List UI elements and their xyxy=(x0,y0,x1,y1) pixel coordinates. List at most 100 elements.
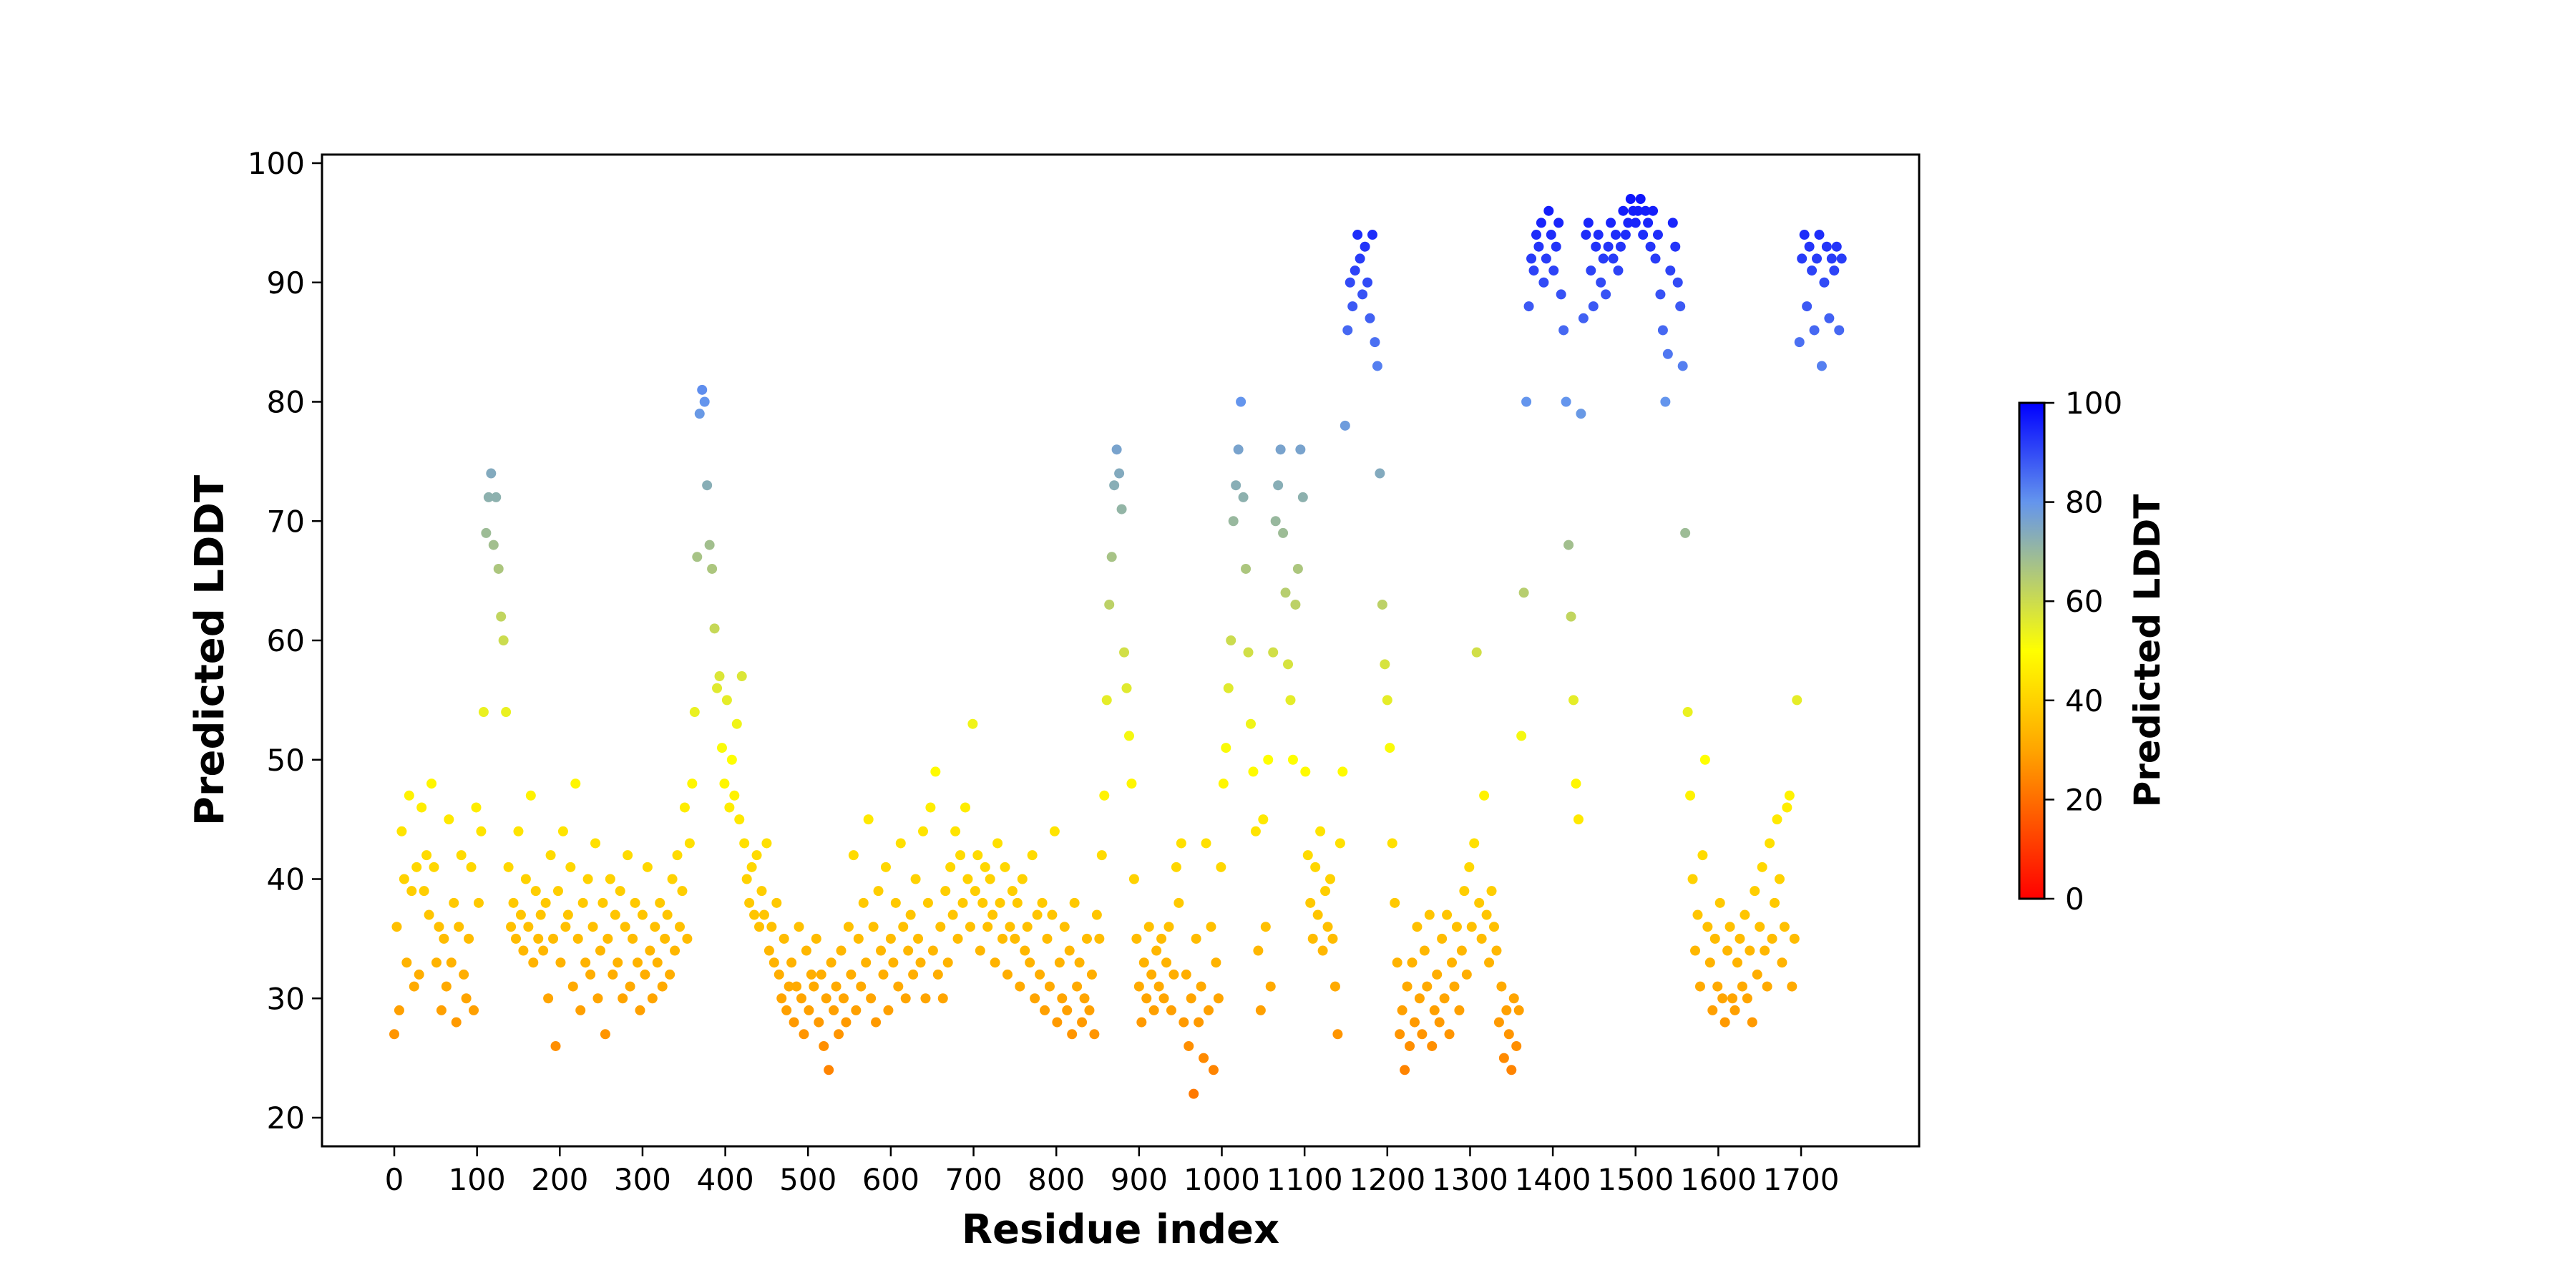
data-point xyxy=(662,909,673,920)
data-point xyxy=(1633,205,1644,216)
data-point xyxy=(1774,874,1785,884)
data-point xyxy=(1218,779,1229,789)
data-point xyxy=(1583,218,1594,228)
data-point xyxy=(942,957,953,968)
colorbar-tick-label: 40 xyxy=(2065,683,2103,718)
data-point xyxy=(1400,1065,1410,1075)
data-point xyxy=(1091,909,1102,920)
data-point xyxy=(1250,826,1261,836)
data-point xyxy=(1123,731,1134,741)
data-point xyxy=(761,838,772,849)
data-point xyxy=(1546,230,1556,240)
data-point xyxy=(1310,862,1321,872)
colorbar-tick-label: 0 xyxy=(2065,882,2084,917)
data-point xyxy=(1221,743,1231,753)
data-point xyxy=(555,957,566,968)
data-point xyxy=(520,874,531,884)
colorbar-tick-label: 60 xyxy=(2065,584,2103,619)
data-point xyxy=(1161,957,1172,968)
colorbar-ticks: 0 20 40 60 80 100 xyxy=(2044,386,2122,917)
data-point xyxy=(990,957,1000,968)
data-point xyxy=(1469,838,1480,849)
data-point xyxy=(769,957,779,968)
y-tick-label: 20 xyxy=(267,1101,305,1136)
data-point xyxy=(605,874,615,884)
data-point xyxy=(734,814,745,825)
data-point xyxy=(523,922,534,932)
data-point xyxy=(1692,909,1703,920)
data-point xyxy=(922,897,933,908)
data-point xyxy=(1665,265,1676,276)
data-point xyxy=(1352,230,1363,240)
data-point xyxy=(1613,265,1624,276)
data-point xyxy=(562,909,573,920)
data-point xyxy=(1732,957,1742,968)
data-point xyxy=(1116,504,1127,514)
x-tick-label: 500 xyxy=(779,1162,836,1197)
data-point xyxy=(419,886,429,897)
data-point xyxy=(1598,253,1609,264)
data-point xyxy=(831,981,841,992)
data-point xyxy=(1466,922,1477,932)
data-point xyxy=(858,897,869,908)
data-point xyxy=(1101,695,1112,706)
data-point xyxy=(1704,957,1715,968)
data-point xyxy=(1518,587,1529,598)
data-point xyxy=(635,1005,645,1015)
data-point xyxy=(1315,826,1326,836)
data-point xyxy=(1375,468,1385,479)
data-point xyxy=(1568,695,1579,706)
data-point xyxy=(1054,957,1065,968)
data-point xyxy=(719,779,730,789)
data-point xyxy=(1208,1065,1219,1075)
data-point xyxy=(1141,993,1152,1004)
data-point xyxy=(1032,909,1043,920)
data-point xyxy=(1258,814,1269,825)
data-point xyxy=(1816,361,1827,371)
data-point xyxy=(436,1005,447,1015)
colorbar-tick-label: 80 xyxy=(2065,485,2103,520)
data-point xyxy=(1302,850,1313,861)
x-tick-label: 600 xyxy=(862,1162,919,1197)
colorbar: 0 20 40 60 80 100 Predicted LDDT xyxy=(2018,386,2168,917)
data-point xyxy=(873,886,884,897)
data-point xyxy=(1493,1017,1504,1028)
data-point xyxy=(478,707,489,718)
data-point xyxy=(1126,779,1137,789)
data-point xyxy=(1362,277,1373,288)
y-tick-label: 30 xyxy=(267,981,305,1016)
data-point xyxy=(1812,253,1823,264)
data-point xyxy=(401,957,412,968)
data-point xyxy=(1787,981,1797,992)
data-point xyxy=(1020,945,1030,956)
data-point xyxy=(595,945,605,956)
data-point xyxy=(1325,874,1336,884)
data-point xyxy=(910,874,921,884)
data-point xyxy=(444,814,454,825)
data-point xyxy=(975,945,985,956)
data-point xyxy=(1035,969,1045,980)
data-point xyxy=(851,1005,862,1015)
data-point xyxy=(1409,1017,1420,1028)
data-point xyxy=(1176,838,1186,849)
data-point xyxy=(1526,253,1537,264)
data-point xyxy=(525,790,536,801)
data-point xyxy=(809,981,819,992)
data-point xyxy=(997,933,1008,944)
data-point xyxy=(1807,265,1818,276)
data-point xyxy=(1677,361,1688,371)
data-point xyxy=(1727,993,1738,1004)
data-point xyxy=(1652,230,1663,240)
data-point xyxy=(1521,396,1532,407)
data-point xyxy=(545,850,556,861)
data-point xyxy=(967,718,978,729)
data-point xyxy=(1191,933,1201,944)
data-point xyxy=(811,933,821,944)
data-point xyxy=(1672,277,1683,288)
data-point xyxy=(1089,1029,1100,1040)
data-point xyxy=(1821,241,1832,252)
data-point xyxy=(913,933,924,944)
data-point xyxy=(1146,969,1157,980)
data-point xyxy=(1166,1005,1176,1015)
data-point xyxy=(1538,277,1549,288)
